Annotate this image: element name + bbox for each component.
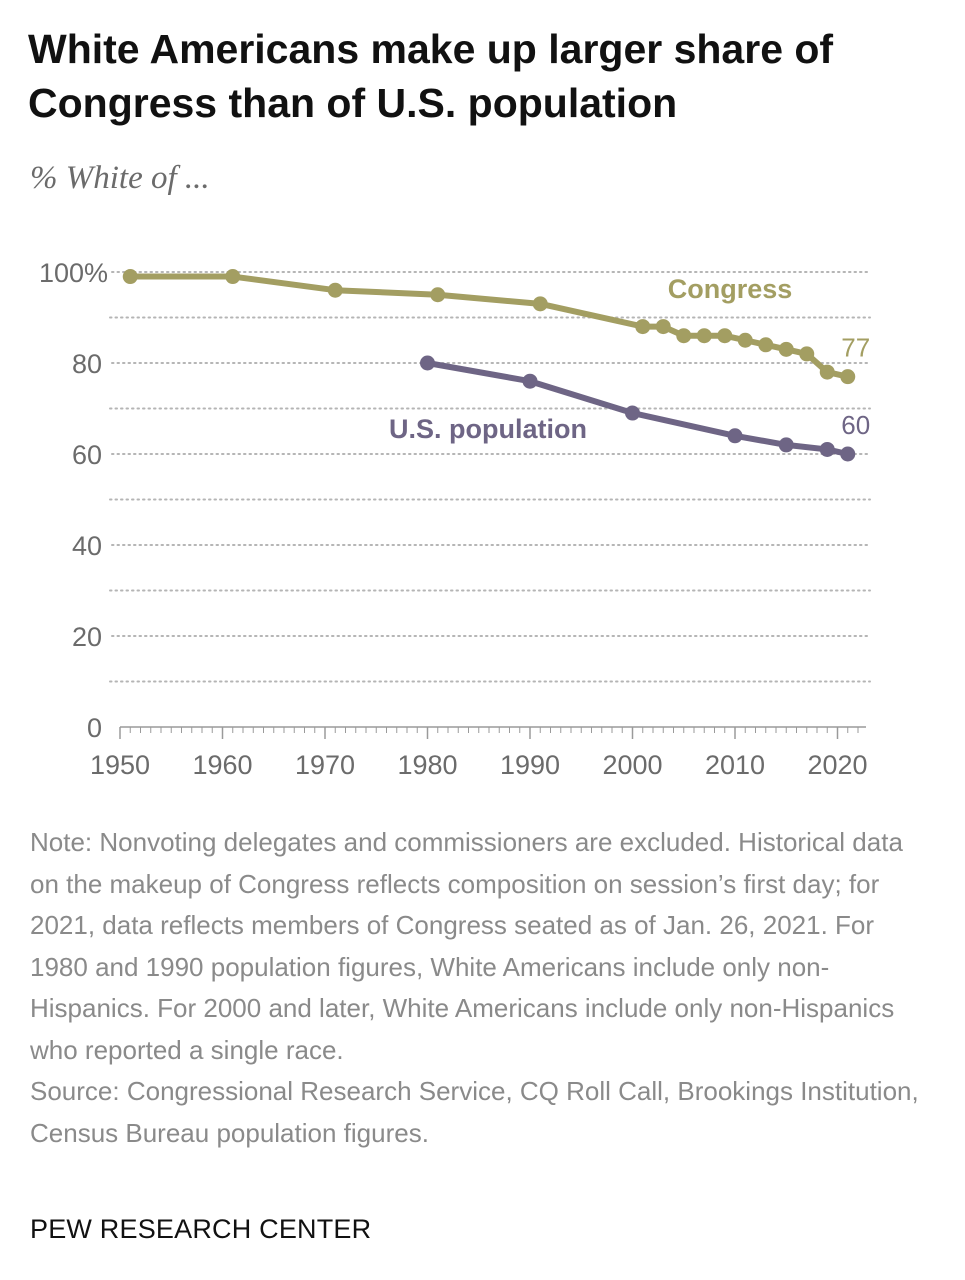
congress-point bbox=[676, 328, 692, 344]
congress-end-label: 77 bbox=[841, 333, 870, 363]
congress-point bbox=[799, 346, 815, 362]
population-point bbox=[625, 405, 640, 421]
x-tick-label: 1950 bbox=[90, 750, 150, 780]
congress-point bbox=[696, 328, 712, 344]
population-series-label: U.S. population bbox=[389, 414, 587, 444]
congress-line bbox=[127, 273, 851, 380]
source-text: Source: Congressional Research Service, … bbox=[30, 1076, 919, 1148]
y-tick-label: 100% bbox=[39, 258, 108, 288]
congress-point bbox=[225, 269, 241, 285]
population-point bbox=[420, 355, 435, 371]
congress-point bbox=[122, 269, 138, 285]
congress-point bbox=[327, 282, 343, 298]
congress-point bbox=[778, 341, 794, 357]
congress-point bbox=[430, 287, 446, 303]
x-axis: 1950 1960 1970 1980 1990 2000 2010 2020 bbox=[90, 726, 868, 780]
congress-point bbox=[840, 369, 856, 385]
y-axis: 0 20 40 60 80 100% bbox=[39, 258, 108, 743]
x-tick-label: 1960 bbox=[192, 750, 252, 780]
gridlines bbox=[109, 271, 871, 683]
y-tick-label: 40 bbox=[72, 531, 102, 561]
y-tick-label: 0 bbox=[87, 713, 102, 743]
x-tick-label: 1990 bbox=[500, 750, 560, 780]
line-chart: 0 20 40 60 80 100% 1950 1960 1970 1980 1990 2000 20… bbox=[39, 258, 871, 780]
pew-credit: PEW RESEARCH CENTER bbox=[30, 1214, 372, 1244]
population-point bbox=[778, 437, 794, 453]
congress-series-label: Congress bbox=[668, 274, 793, 304]
series-layer bbox=[122, 269, 856, 462]
chart-subtitle: % White of ... bbox=[30, 160, 210, 196]
y-tick-label: 20 bbox=[72, 622, 102, 652]
congress-point bbox=[635, 319, 651, 335]
x-tick-label: 2010 bbox=[705, 750, 765, 780]
chart-title: White Americans make up larger share of … bbox=[28, 26, 834, 126]
population-point bbox=[727, 428, 743, 444]
population-end-label: 60 bbox=[841, 410, 870, 440]
congress-point bbox=[819, 364, 835, 380]
y-tick-label: 60 bbox=[72, 440, 102, 470]
population-point bbox=[819, 441, 835, 457]
congress-point bbox=[717, 328, 733, 344]
x-tick-label: 1970 bbox=[295, 750, 355, 780]
population-point bbox=[840, 446, 856, 462]
congress-point bbox=[532, 296, 548, 312]
congress-point bbox=[655, 319, 671, 335]
y-tick-label: 80 bbox=[72, 349, 102, 379]
congress-point bbox=[758, 337, 774, 353]
x-tick-label: 2020 bbox=[807, 750, 867, 780]
note-text: Note: Nonvoting delegates and commission… bbox=[30, 827, 903, 1065]
x-tick-label: 2000 bbox=[602, 750, 662, 780]
x-tick-label: 1980 bbox=[397, 750, 457, 780]
chart-note: Note: Nonvoting delegates and commission… bbox=[30, 822, 930, 1154]
congress-point bbox=[737, 332, 753, 348]
series-labels: 77 60 Congress U.S. population bbox=[389, 274, 870, 444]
population-point bbox=[522, 373, 538, 389]
